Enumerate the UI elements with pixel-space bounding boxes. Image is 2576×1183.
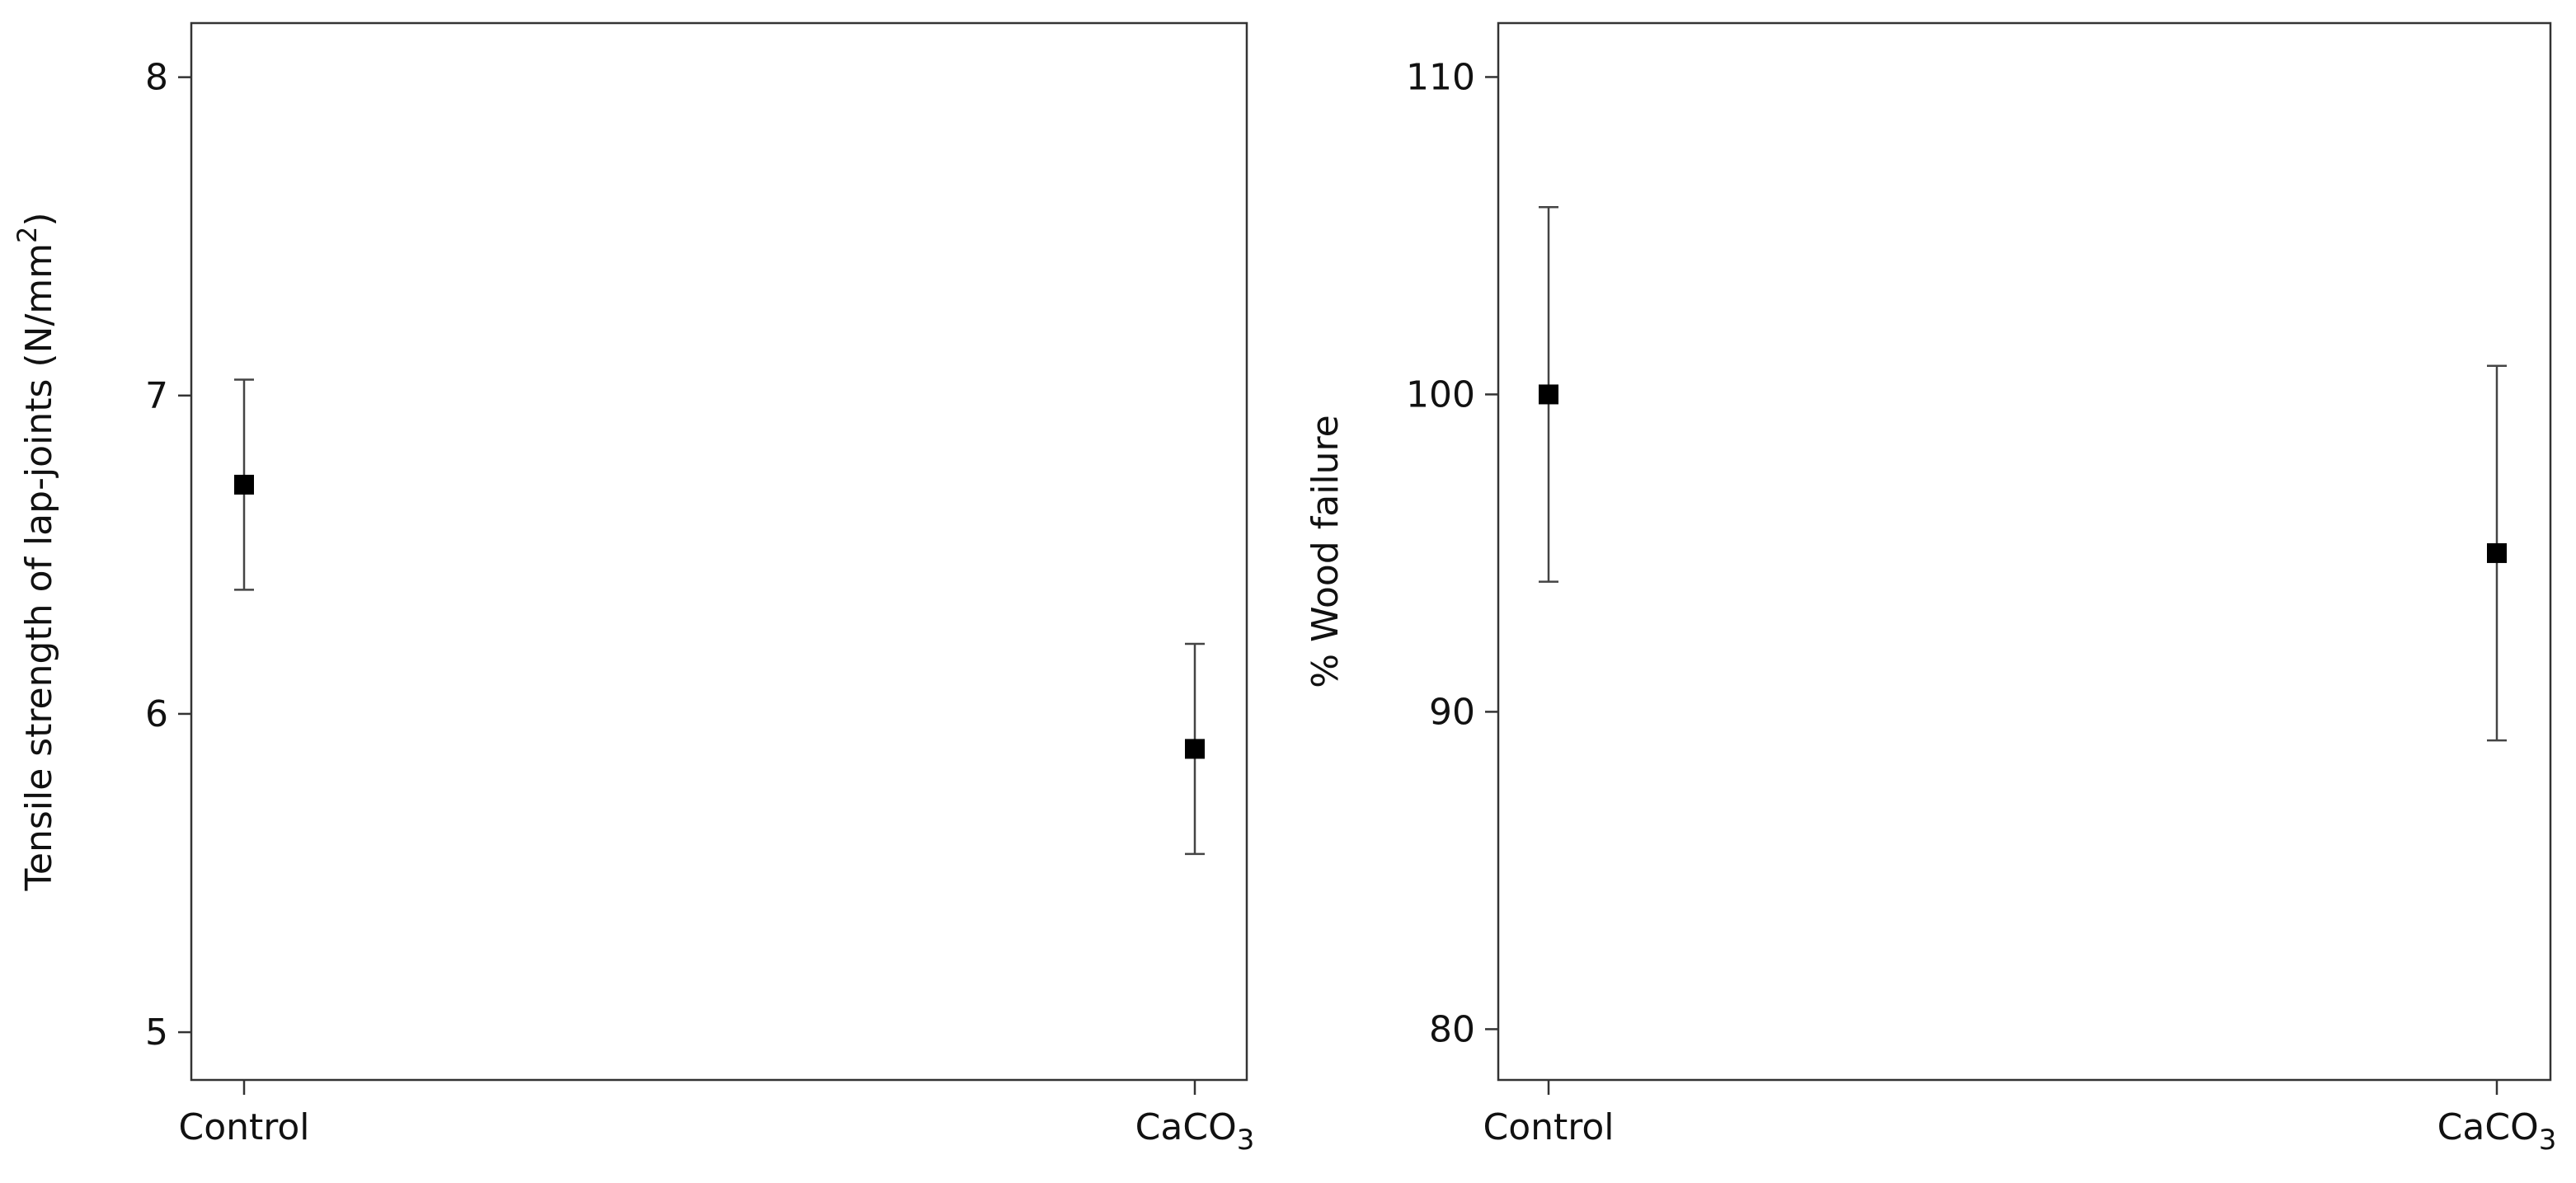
x-tick-label: CaCO3 [2437,1106,2557,1157]
x-tick-label: Control [178,1106,309,1148]
y-tick-label: 5 [145,1012,168,1054]
mean-marker [2487,542,2507,563]
y-tick-label: 7 [145,375,168,417]
mean-marker [234,474,254,495]
x-tick-label: Control [1483,1106,1614,1148]
y-tick-label: 6 [145,693,168,735]
y-tick-label: 80 [1429,1008,1475,1050]
y-tick-label: 100 [1406,373,1475,415]
plot-frame [1497,21,2552,1082]
plot-frame [190,21,1248,1082]
y-tick-label: 8 [145,57,168,99]
panel-wood-failure: 80 90 100 110 Control CaCO3 % Wood failure [1304,21,2557,1157]
panel-tensile-strength: 5 6 7 8 Control CaCO3 Tensile strength of lap-… [12,21,1255,1157]
mean-marker [1539,384,1558,405]
y-axis-label: % Wood failure [1304,415,1347,688]
y-tick-label: 110 [1406,56,1475,98]
y-tick-label: 90 [1429,691,1475,733]
x-tick-label: CaCO3 [1135,1106,1255,1157]
mean-marker [1185,739,1205,759]
y-axis-label: Tensile strength of lap-joints (N/mm2) [12,212,60,891]
